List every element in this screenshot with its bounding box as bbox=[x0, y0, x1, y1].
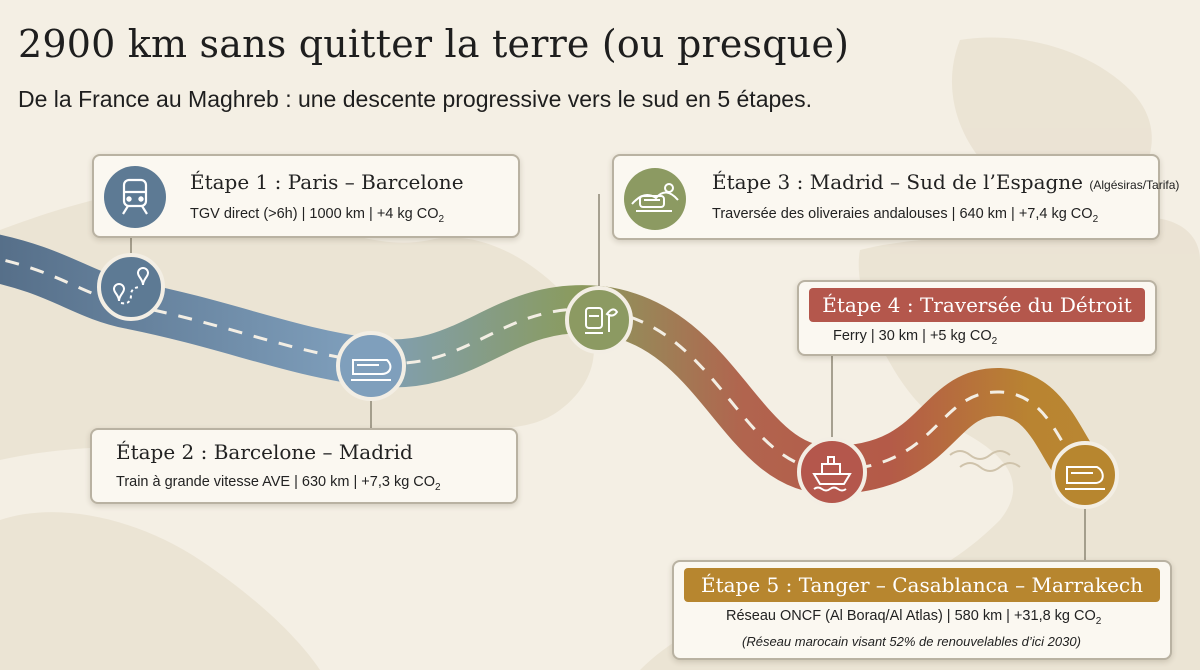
page-subtitle: De la France au Maghreb : une descente p… bbox=[18, 86, 812, 112]
stage-card-5: Étape 5 : Tanger – Casablanca – Marrakec… bbox=[672, 560, 1172, 660]
stage-node-2 bbox=[336, 331, 406, 401]
stage-card-1: Étape 1 : Paris – Barcelone TGV direct (… bbox=[92, 154, 520, 238]
stage-title-2: Étape 2 : Barcelone – Madrid bbox=[116, 440, 413, 464]
stage-card-3: Étape 3 : Madrid – Sud de l’Espagne (Alg… bbox=[612, 154, 1179, 240]
high-speed-train-icon bbox=[351, 359, 392, 381]
stage-title-3: Étape 3 : Madrid – Sud de l’Espagne (Alg… bbox=[712, 170, 1180, 194]
stage-title-1: Étape 1 : Paris – Barcelone bbox=[190, 170, 464, 194]
route-pin-icon bbox=[112, 267, 150, 305]
stage-desc-2: Train à grande vitesse AVE | 630 km | +7… bbox=[116, 474, 441, 493]
stage-card-4: Étape 4 : Traversée du Détroit Ferry | 3… bbox=[797, 280, 1157, 356]
stage-band-5: Étape 5 : Tanger – Casablanca – Marrakec… bbox=[684, 568, 1160, 602]
stage-desc-4: Ferry | 30 km | +5 kg CO2 bbox=[833, 328, 998, 347]
page-title: 2900 km sans quitter la terre (ou presqu… bbox=[18, 22, 850, 66]
stage-title-5: Étape 5 : Tanger – Casablanca – Marrakec… bbox=[701, 573, 1143, 597]
stage-band-4: Étape 4 : Traversée du Détroit bbox=[809, 288, 1145, 322]
train-icon bbox=[1065, 466, 1105, 490]
stage-node-3 bbox=[565, 286, 633, 354]
stage-title-4: Étape 4 : Traversée du Détroit bbox=[822, 293, 1132, 317]
sea-waves-icon bbox=[949, 450, 1021, 472]
stage-desc-1: TGV direct (>6h) | 1000 km | +4 kg CO2 bbox=[190, 206, 445, 225]
route-lane-markings bbox=[0, 257, 1087, 477]
stage-title-extra-3: (Algésiras/Tarifa) bbox=[1089, 178, 1180, 192]
train-olive-icon bbox=[585, 307, 619, 334]
landscape-train-icon bbox=[624, 168, 686, 230]
train-icon bbox=[104, 166, 166, 228]
stage-desc-3: Traversée des oliveraies andalouses | 64… bbox=[712, 206, 1099, 225]
stage-desc-5: Réseau ONCF (Al Boraq/Al Atlas) | 580 km… bbox=[726, 608, 1102, 627]
stage-node-1 bbox=[97, 253, 165, 321]
stage-node-5 bbox=[1051, 441, 1119, 509]
stage-node-4 bbox=[797, 437, 867, 507]
connector-lines bbox=[130, 194, 1086, 560]
stage-card-2: Étape 2 : Barcelone – Madrid Train à gra… bbox=[90, 428, 518, 504]
stage-note-5: (Réseau marocain visant 52% de renouvela… bbox=[742, 634, 1081, 649]
ferry-icon bbox=[812, 456, 852, 492]
